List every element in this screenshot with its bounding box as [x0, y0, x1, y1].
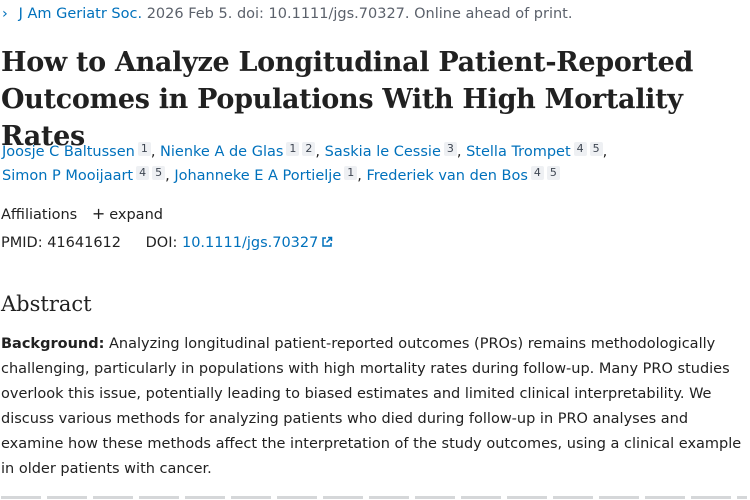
- expand-button[interactable]: + expand: [91, 204, 163, 223]
- doi-link[interactable]: 10.1111/jgs.70327: [182, 235, 333, 251]
- affiliation-ref[interactable]: 4: [136, 166, 150, 180]
- journal-link[interactable]: J Am Geriatr Soc.: [18, 6, 143, 22]
- author-entry: Nienke A de Glas 1 2: [160, 142, 316, 160]
- affiliation-ref[interactable]: 4: [530, 166, 544, 180]
- author-entry: Stella Trompet 4 5: [466, 142, 603, 160]
- author-entry: Joosje C Baltussen 1: [2, 142, 151, 160]
- author-link[interactable]: Johanneke E A Portielje: [174, 168, 342, 184]
- affiliation-ref[interactable]: 4: [573, 142, 587, 156]
- affiliations-toggle: Affiliations + expand: [1, 204, 163, 225]
- author-link[interactable]: Stella Trompet: [466, 144, 571, 160]
- affiliations-label: Affiliations: [1, 207, 78, 223]
- article-title: How to Analyze Longitudinal Patient-Repo…: [1, 47, 694, 152]
- author-link[interactable]: Joosje C Baltussen: [2, 144, 135, 160]
- background-text: Analyzing longitudinal patient-reported …: [1, 336, 742, 477]
- plus-icon: +: [91, 204, 106, 223]
- author-link[interactable]: Saskia le Cessie: [324, 144, 441, 160]
- clipped-text-line: [1, 496, 747, 499]
- author-link[interactable]: Nienke A de Glas: [160, 144, 284, 160]
- identifiers: PMID: 41641612 DOI: 10.1111/jgs.70327: [1, 233, 333, 254]
- chevron-right-icon[interactable]: ›: [2, 6, 8, 22]
- author-entry: Simon P Mooijaart 4 5: [2, 166, 166, 184]
- author-entry: Saskia le Cessie 3: [324, 142, 457, 160]
- author-entry: Johanneke E A Portielje 1: [174, 166, 358, 184]
- next-paragraph-cutoff: [1, 494, 747, 500]
- background-label: Background:: [1, 336, 105, 352]
- author-link[interactable]: Frederiek van den Bos: [366, 168, 528, 184]
- affiliation-ref[interactable]: 5: [546, 166, 560, 180]
- affiliation-ref[interactable]: 2: [302, 142, 316, 156]
- abstract-background: Background: Analyzing longitudinal patie…: [1, 332, 747, 482]
- affiliation-ref[interactable]: 5: [152, 166, 166, 180]
- affiliation-ref[interactable]: 1: [344, 166, 358, 180]
- affiliation-ref[interactable]: 1: [137, 142, 151, 156]
- author-list: Joosje C Baltussen 1, Nienke A de Glas 1 2,…: [2, 142, 608, 184]
- doi-value: 10.1111/jgs.70327: [181, 235, 319, 251]
- affiliation-ref[interactable]: 3: [443, 142, 457, 156]
- citation-line: › J Am Geriatr Soc. 2026 Feb 5. doi: 10.…: [2, 4, 572, 24]
- abstract-heading: Abstract: [1, 292, 92, 316]
- citation-details: 2026 Feb 5. doi: 10.1111/jgs.70327. Onli…: [146, 6, 573, 22]
- external-link-icon: [321, 234, 333, 254]
- expand-label: expand: [109, 207, 163, 223]
- author-link[interactable]: Simon P Mooijaart: [2, 168, 134, 184]
- affiliation-ref[interactable]: 5: [589, 142, 603, 156]
- affiliation-ref[interactable]: 1: [286, 142, 300, 156]
- pmid-value: 41641612: [47, 235, 122, 251]
- pmid-label: PMID:: [1, 235, 43, 251]
- doi-label: DOI:: [145, 235, 178, 251]
- author-entry: Frederiek van den Bos 4 5: [366, 166, 560, 184]
